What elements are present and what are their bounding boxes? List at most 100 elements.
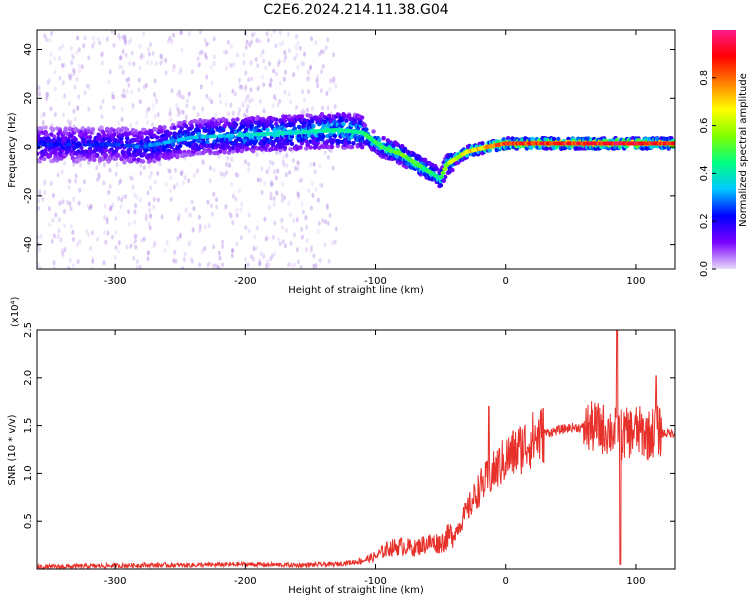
noise-mark [206, 263, 210, 268]
noise-mark [154, 61, 158, 67]
noise-mark [184, 114, 188, 120]
noise-mark [63, 223, 66, 229]
spectrogram-ylabel: Frequency (Hz) [7, 112, 18, 188]
noise-mark [292, 72, 296, 78]
noise-mark [314, 263, 318, 269]
noise-mark [270, 182, 273, 187]
noise-mark [148, 225, 152, 231]
ridge-mark [212, 134, 218, 139]
noise-mark [255, 225, 259, 231]
noise-mark [38, 91, 41, 97]
noise-mark [129, 175, 133, 181]
noise-mark [68, 101, 72, 106]
noise-mark [96, 177, 100, 182]
noise-mark [265, 31, 269, 37]
noise-mark [58, 56, 62, 61]
noise-mark [142, 53, 145, 59]
noise-mark [151, 50, 155, 56]
noise-mark [92, 40, 96, 46]
noise-mark [57, 228, 61, 234]
noise-mark [116, 249, 120, 254]
noise-mark [174, 258, 178, 264]
noise-mark [68, 257, 72, 263]
noise-mark [187, 212, 191, 218]
noise-mark [235, 52, 239, 58]
noise-mark [262, 253, 266, 259]
noise-mark [317, 228, 321, 234]
noise-mark [165, 240, 169, 245]
noise-mark [315, 77, 319, 83]
noise-mark [307, 69, 310, 75]
noise-mark [53, 56, 56, 62]
noise-mark [284, 172, 288, 178]
noise-mark [147, 201, 151, 207]
spectral-mark [193, 142, 199, 148]
noise-mark [134, 203, 138, 209]
noise-mark [154, 96, 158, 102]
noise-mark [312, 162, 316, 167]
noise-mark [149, 42, 152, 47]
noise-mark [153, 92, 156, 98]
noise-mark [244, 84, 248, 90]
noise-mark [182, 180, 185, 186]
noise-mark [210, 99, 214, 105]
noise-mark [133, 233, 137, 239]
noise-mark [250, 76, 254, 82]
noise-mark [287, 262, 291, 268]
noise-mark [187, 30, 191, 36]
spectral-mark [163, 136, 169, 142]
noise-mark [265, 236, 269, 241]
noise-mark [59, 237, 63, 243]
noise-mark [181, 266, 184, 269]
spectral-mark [319, 112, 325, 117]
noise-mark [192, 173, 196, 179]
noise-mark [72, 108, 76, 114]
noise-mark [196, 168, 199, 174]
noise-mark [248, 42, 252, 48]
noise-mark [196, 112, 200, 118]
noise-mark [222, 50, 226, 56]
noise-mark [218, 171, 222, 177]
noise-mark [148, 163, 152, 169]
noise-mark [230, 181, 234, 187]
noise-mark [120, 197, 124, 203]
noise-mark [288, 212, 292, 218]
spectral-mark [400, 143, 405, 149]
noise-mark [114, 245, 118, 251]
noise-mark [287, 31, 291, 37]
noise-mark [91, 43, 95, 49]
noise-mark [134, 233, 138, 239]
noise-mark [67, 184, 71, 190]
colorbar-tick-label: 0.2 [699, 213, 710, 229]
colorbar-tick-label: 0.0 [699, 261, 710, 277]
spectral-mark [183, 124, 189, 129]
noise-mark [142, 236, 146, 242]
noise-mark [37, 198, 41, 204]
noise-mark [109, 205, 113, 210]
noise-mark [332, 52, 336, 58]
noise-mark [310, 181, 314, 187]
noise-mark [75, 50, 79, 55]
noise-mark [334, 226, 338, 232]
noise-mark [209, 203, 213, 209]
spectral-mark [402, 146, 408, 152]
spectral-mark [50, 128, 55, 133]
noise-mark [250, 39, 253, 45]
noise-mark [273, 96, 277, 102]
noise-mark [301, 108, 305, 114]
noise-mark [284, 227, 288, 233]
noise-mark [174, 167, 177, 173]
noise-mark [133, 209, 137, 215]
spectral-mark [349, 144, 355, 150]
noise-mark [230, 156, 234, 162]
noise-mark [271, 234, 275, 240]
noise-mark [178, 69, 182, 75]
noise-mark [252, 256, 256, 262]
noise-mark [49, 60, 52, 66]
noise-mark [121, 34, 125, 40]
spectral-mark [380, 149, 385, 154]
y-tick-label: 0.5 [23, 513, 34, 529]
noise-mark [61, 199, 65, 205]
noise-mark [196, 56, 200, 62]
